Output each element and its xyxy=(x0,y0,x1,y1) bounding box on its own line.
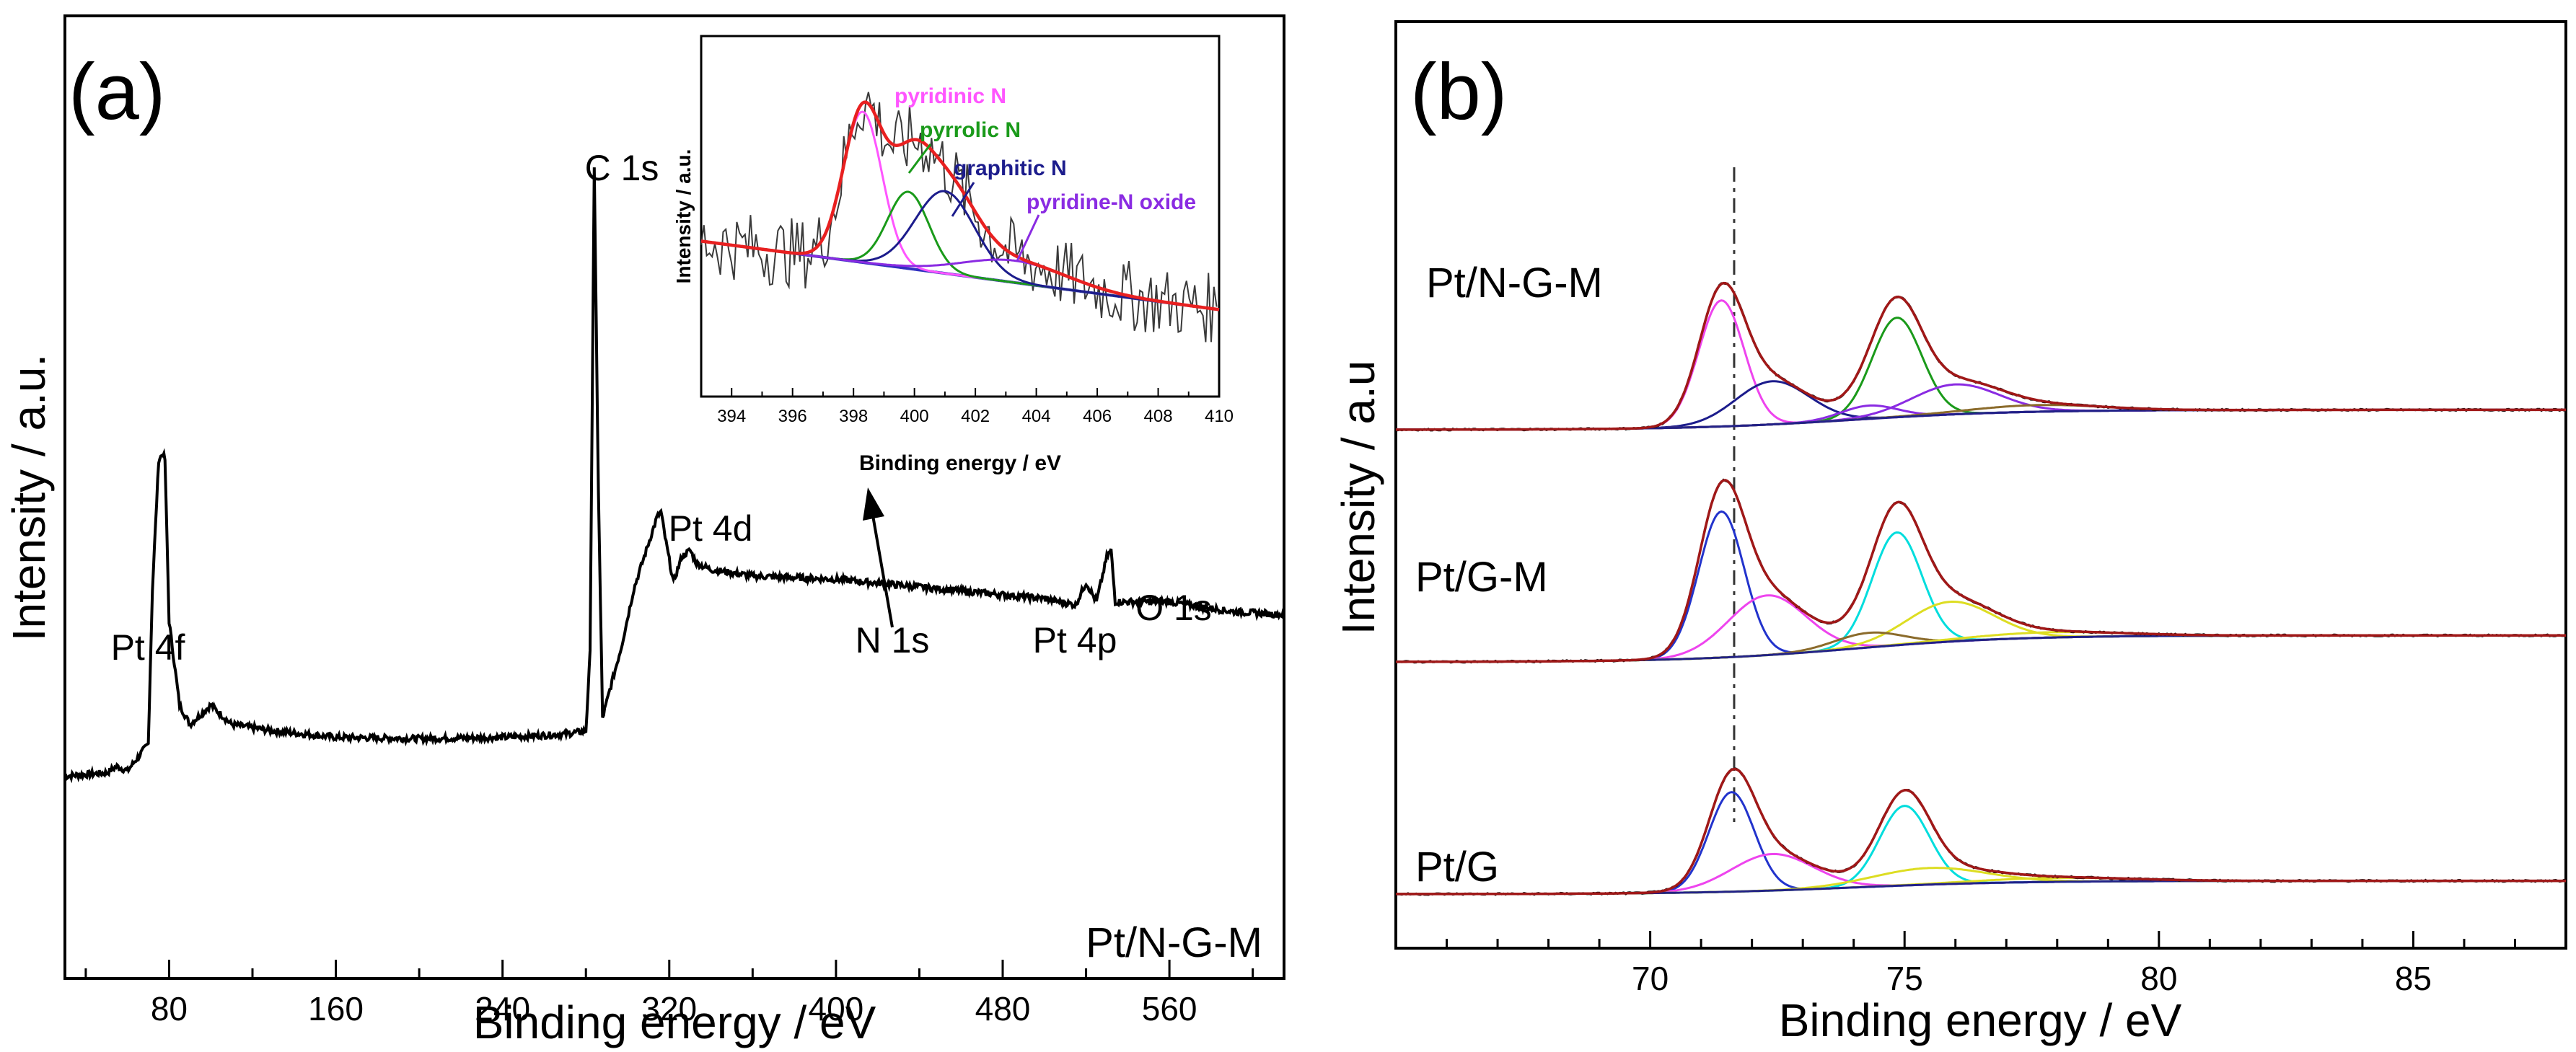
inset-legend-pyridine-oxide: pyridine-N oxide xyxy=(1027,190,1196,214)
inset-legend-graphitic: graphitic N xyxy=(954,156,1067,180)
x-tick-label: 160 xyxy=(308,990,364,1027)
inset-envelope-line xyxy=(700,100,1220,311)
inset-tick-label: 402 xyxy=(961,407,990,426)
panel-a-x-axis-label: Binding energy / eV xyxy=(473,996,876,1048)
panel-a-x-ticks: 80 160 240 320 400 480 560 xyxy=(84,960,1254,1027)
inset-tick-label: 400 xyxy=(900,407,929,426)
x-tick-label: 70 xyxy=(1632,960,1669,997)
x-tick-label: 320 xyxy=(641,990,697,1027)
inset-legend-pyridinic: pyridinic N xyxy=(894,84,1006,108)
peak-label: Pt 4d xyxy=(669,508,753,549)
graphitic-pointer xyxy=(951,182,975,217)
x-tick-label: 400 xyxy=(809,990,864,1027)
inset-tick-label: 394 xyxy=(717,407,746,426)
panel-b-x-axis-label: Binding energy / eV xyxy=(1779,994,2182,1046)
x-tick-label: 560 xyxy=(1142,990,1197,1027)
inset-tick-label: 404 xyxy=(1022,407,1051,426)
inset-raw-data-line xyxy=(700,92,1218,342)
peak-label: C 1s xyxy=(585,148,659,188)
x-tick-label: 85 xyxy=(2395,960,2432,997)
inset-legend-pyrrolic: pyrrolic N xyxy=(920,118,1021,142)
inset-tick-label: 410 xyxy=(1205,407,1234,426)
panel-b-frame xyxy=(1394,20,2567,950)
panel-b-sample-label-1: Pt/N-G-M xyxy=(1426,260,1603,306)
inset-n1s: 394 396 398 400 402 404 406 408 410 Binding ener… xyxy=(672,35,1234,475)
inset-tick-label: 396 xyxy=(778,407,807,426)
fit-envelope-line xyxy=(1396,767,2566,896)
n1s-arrow-head xyxy=(863,487,884,521)
inset-y-axis-label: Intensity / a.u. xyxy=(672,149,695,284)
x-tick-label: 480 xyxy=(975,990,1031,1027)
panel-a-label: (a) xyxy=(69,48,165,136)
pyrrolic-pointer xyxy=(907,143,932,174)
inset-x-ticks: 394 396 398 400 402 404 406 408 410 xyxy=(717,388,1234,426)
spectrum-pt-n-g-m xyxy=(1395,281,2567,432)
panel-a-y-axis-label: Intensity / a.u. xyxy=(3,354,55,641)
survey-spectrum-line xyxy=(64,167,1285,784)
peak-label: O 1s xyxy=(1135,588,1212,628)
spectrum-pt-g-m xyxy=(1395,478,2567,664)
n1s-arrow-line xyxy=(871,515,894,628)
panel-b-label: (b) xyxy=(1410,48,1507,136)
peak-label: Pt 4f xyxy=(111,627,185,668)
x-tick-label: 240 xyxy=(475,990,530,1027)
inset-tick-label: 408 xyxy=(1144,407,1173,426)
inset-tick-label: 406 xyxy=(1083,407,1112,426)
fit-envelope-line xyxy=(1396,281,2566,431)
x-tick-label: 80 xyxy=(2140,960,2177,997)
x-tick-label: 80 xyxy=(151,990,188,1027)
inset-tick-label: 398 xyxy=(839,407,868,426)
panel-b-sample-label-2: Pt/G-M xyxy=(1415,554,1548,601)
panel-b-spectra xyxy=(1395,281,2567,896)
panel-b-x-ticks: 70 75 80 85 xyxy=(1446,931,2516,997)
inset-frame xyxy=(700,35,1221,398)
peak-label: Pt 4p xyxy=(1033,620,1117,660)
panel-b-y-axis-label: Intensity / a.u xyxy=(1332,361,1384,635)
x-tick-label: 75 xyxy=(1886,960,1923,997)
panel-b: (b) 70 75 80 85 Pt/N-G-M Pt/G-M Pt/G Bindin… xyxy=(1332,20,2567,1046)
panel-a-sample-label: Pt/N-G-M xyxy=(1086,919,1262,966)
fit-envelope-line xyxy=(1396,479,2566,663)
panel-b-sample-label-3: Pt/G xyxy=(1415,844,1499,890)
pyridine-oxide-pointer xyxy=(1016,214,1040,262)
spectrum-pt-g xyxy=(1395,767,2567,896)
inset-x-axis-label: Binding energy / eV xyxy=(859,451,1061,475)
panel-a-frame xyxy=(63,14,1285,980)
